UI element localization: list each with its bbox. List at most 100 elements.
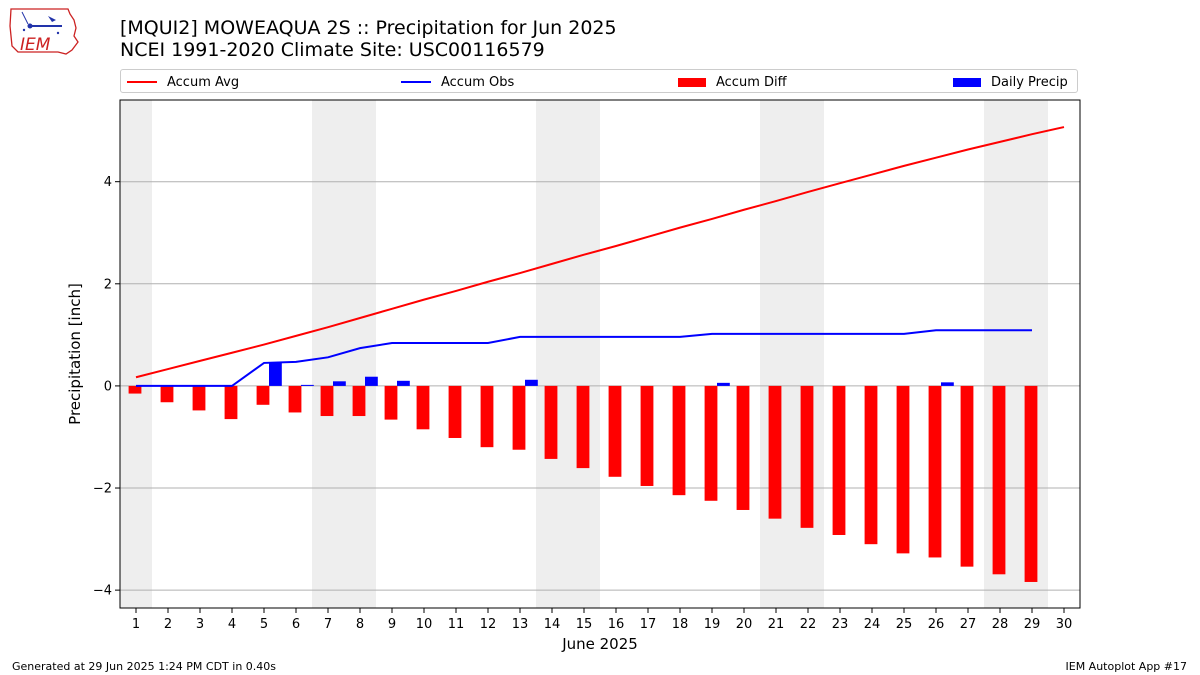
accum-avg-line [135, 126, 1065, 379]
x-tick-label-25: 25 [896, 617, 913, 632]
legend-item-accum-avg: Accum Avg [127, 73, 239, 91]
accum-diff-bar-day-25 [896, 385, 910, 554]
plot-frame [119, 99, 1081, 609]
accum-diff-bar-day-6 [288, 385, 302, 413]
legend-swatch-accum-obs [401, 81, 431, 83]
weekend-band-day-15 [568, 100, 600, 608]
y-tick-label-2: 2 [104, 277, 112, 292]
x-tick-label-5: 5 [260, 617, 268, 632]
legend-label-daily-precip: Daily Precip [991, 74, 1068, 90]
accum-diff-bar-day-16 [608, 385, 622, 477]
daily-precip-bar-day-5 [269, 362, 282, 386]
x-tick-label-20: 20 [736, 617, 753, 632]
accum-diff-bar-day-18 [672, 385, 686, 496]
accum-diff-bar-day-12 [480, 385, 494, 448]
legend-swatch-daily-precip [953, 77, 981, 87]
legend-label-accum-obs: Accum Obs [441, 74, 515, 90]
x-tick-label-14: 14 [544, 617, 561, 632]
accum-diff-bar-day-5 [256, 385, 270, 405]
accum-diff-bar-day-20 [736, 385, 750, 510]
accum-diff-bar-day-27 [960, 385, 974, 567]
x-tick-label-13: 13 [512, 617, 529, 632]
chart-title: [MQUI2] MOWEAQUA 2S :: Precipitation for… [120, 17, 617, 61]
weekend-band-day-14 [536, 100, 568, 608]
accum-diff-bar-day-17 [640, 385, 654, 486]
y-tick-label--2: −2 [93, 482, 112, 497]
accum-diff-bar-day-24 [864, 385, 878, 545]
legend: Accum Avg Accum Obs Accum Diff Daily Pre… [120, 69, 1078, 93]
accum-diff-bar-day-3 [192, 385, 206, 411]
x-tick-label-29: 29 [1024, 617, 1041, 632]
chart-title-line1: [MQUI2] MOWEAQUA 2S :: Precipitation for… [120, 17, 617, 39]
iem-logo: IEM [8, 6, 80, 58]
accum-diff-bar-day-23 [832, 385, 846, 535]
y-tick-label-4: 4 [104, 175, 112, 190]
daily-precip-bar-day-13 [525, 379, 538, 386]
weekend-band-day-22 [792, 100, 824, 608]
accum-diff-bar-day-13 [512, 385, 526, 450]
daily-precip-bar-day-8 [365, 376, 378, 386]
x-tick-label-21: 21 [768, 617, 785, 632]
daily-precip-bar-day-19 [717, 382, 730, 386]
accum-diff-bar-day-11 [448, 385, 462, 438]
accum-obs-line [136, 329, 1032, 387]
y-axis-label: Precipitation [inch] [66, 283, 84, 425]
x-tick-label-30: 30 [1056, 617, 1073, 632]
daily-precip-bar-day-26 [941, 382, 954, 386]
x-tick-label-12: 12 [480, 617, 497, 632]
x-tick-label-22: 22 [800, 617, 817, 632]
legend-label-accum-avg: Accum Avg [167, 74, 240, 90]
accum-diff-bar-day-8 [352, 385, 366, 417]
legend-label-accum-diff: Accum Diff [716, 74, 787, 90]
accum-diff-bar-day-4 [224, 385, 238, 420]
footer-app: IEM Autoplot App #17 [1065, 660, 1188, 673]
legend-item-daily-precip: Daily Precip [953, 73, 1068, 91]
accum-diff-bar-day-14 [544, 385, 558, 459]
accum-diff-bar-day-22 [800, 385, 814, 528]
accum-diff-bar-day-19 [704, 385, 718, 501]
weekend-band-day-21 [760, 100, 792, 608]
accum-diff-bar-day-1 [128, 385, 142, 394]
x-tick-label-1: 1 [132, 617, 140, 632]
daily-precip-bar-day-7 [333, 381, 346, 386]
weekend-band-day-8 [344, 100, 376, 608]
x-tick-label-10: 10 [416, 617, 433, 632]
accum-diff-bar-day-21 [768, 385, 782, 519]
x-axis-label: June 2025 [561, 635, 638, 653]
x-tick-label-7: 7 [324, 617, 332, 632]
footer-generated: Generated at 29 Jun 2025 1:24 PM CDT in … [12, 660, 277, 673]
x-tick-label-16: 16 [608, 617, 625, 632]
accum-diff-bar-day-28 [992, 385, 1006, 575]
accum-diff-bar-day-2 [160, 385, 174, 403]
legend-swatch-accum-avg [127, 81, 157, 83]
x-tick-label-26: 26 [928, 617, 945, 632]
accum-diff-bar-day-15 [576, 385, 590, 469]
x-tick-label-19: 19 [704, 617, 721, 632]
x-tick-label-17: 17 [640, 617, 657, 632]
x-tick-label-2: 2 [164, 617, 172, 632]
x-tick-label-3: 3 [196, 617, 204, 632]
x-tick-label-28: 28 [992, 617, 1009, 632]
chart-title-line2: NCEI 1991-2020 Climate Site: USC00116579 [120, 39, 545, 61]
x-tick-label-4: 4 [228, 617, 236, 632]
y-tick-label-0: 0 [104, 379, 112, 394]
accum-diff-bar-day-7 [320, 385, 334, 417]
x-tick-label-15: 15 [576, 617, 593, 632]
x-tick-label-23: 23 [832, 617, 849, 632]
x-tick-label-24: 24 [864, 617, 881, 632]
accum-diff-bar-day-10 [416, 385, 430, 430]
x-tick-label-27: 27 [960, 617, 977, 632]
x-tick-label-9: 9 [388, 617, 396, 632]
accum-diff-bar-day-26 [928, 385, 942, 558]
y-tick-label--4: −4 [93, 584, 112, 599]
x-tick-label-18: 18 [672, 617, 689, 632]
x-tick-label-6: 6 [292, 617, 300, 632]
daily-precip-bar-day-9 [397, 380, 410, 386]
accum-diff-bar-day-29 [1024, 385, 1038, 582]
weekend-band-day-1 [120, 100, 152, 608]
daily-precip-bar-day-6 [301, 384, 314, 386]
logo-text: IEM [20, 35, 51, 55]
legend-item-accum-diff: Accum Diff [678, 73, 787, 91]
accum-diff-bar-day-9 [384, 385, 398, 420]
